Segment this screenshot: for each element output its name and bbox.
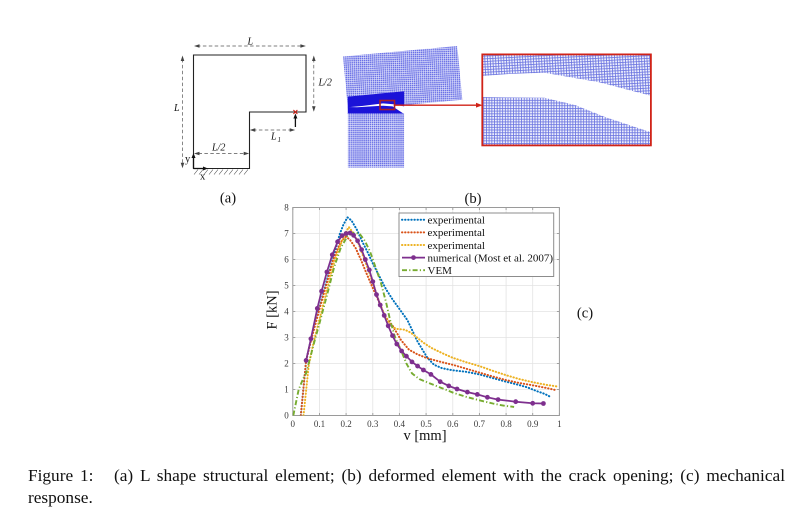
svg-text:0.3: 0.3 (367, 419, 379, 429)
svg-text:0.6: 0.6 (447, 419, 459, 429)
svg-text:numerical (Most et al. 2007): numerical (Most et al. 2007) (428, 252, 554, 264)
svg-text:6: 6 (284, 255, 289, 265)
svg-text:0.9: 0.9 (527, 419, 539, 429)
svg-text:experimental: experimental (428, 215, 485, 227)
svg-text:8: 8 (284, 203, 289, 213)
svg-text:0.7: 0.7 (474, 419, 486, 429)
svg-text:(a): (a) (220, 191, 236, 207)
svg-text:0.8: 0.8 (500, 419, 512, 429)
svg-text:3: 3 (284, 333, 289, 343)
svg-text:(c): (c) (577, 306, 593, 322)
svg-text:x: x (200, 172, 206, 183)
svg-text:7: 7 (284, 229, 289, 239)
svg-text:L: L (173, 103, 180, 114)
svg-text:v [mm]: v [mm] (403, 428, 446, 444)
svg-text:F [kN]: F [kN] (265, 290, 281, 329)
svg-text:0: 0 (291, 419, 296, 429)
svg-text:0.5: 0.5 (420, 419, 432, 429)
svg-text:4: 4 (284, 307, 289, 317)
svg-text:L/2: L/2 (211, 143, 225, 154)
svg-text:0.4: 0.4 (394, 419, 406, 429)
svg-text:y: y (185, 154, 191, 165)
svg-text:L: L (247, 37, 254, 48)
svg-text:L/2: L/2 (318, 78, 332, 89)
svg-text:1: 1 (278, 136, 282, 144)
svg-text:0.1: 0.1 (314, 419, 325, 429)
svg-text:2: 2 (284, 359, 289, 369)
svg-text:VEM: VEM (428, 265, 453, 277)
svg-text:experimental: experimental (428, 240, 485, 252)
svg-text:5: 5 (284, 281, 289, 291)
svg-text:L: L (270, 132, 277, 143)
svg-text:0.2: 0.2 (340, 419, 351, 429)
svg-text:0: 0 (284, 411, 289, 421)
svg-text:1: 1 (557, 419, 562, 429)
svg-text:(b): (b) (464, 191, 481, 207)
svg-text:1: 1 (284, 385, 289, 395)
svg-text:experimental: experimental (428, 227, 485, 239)
